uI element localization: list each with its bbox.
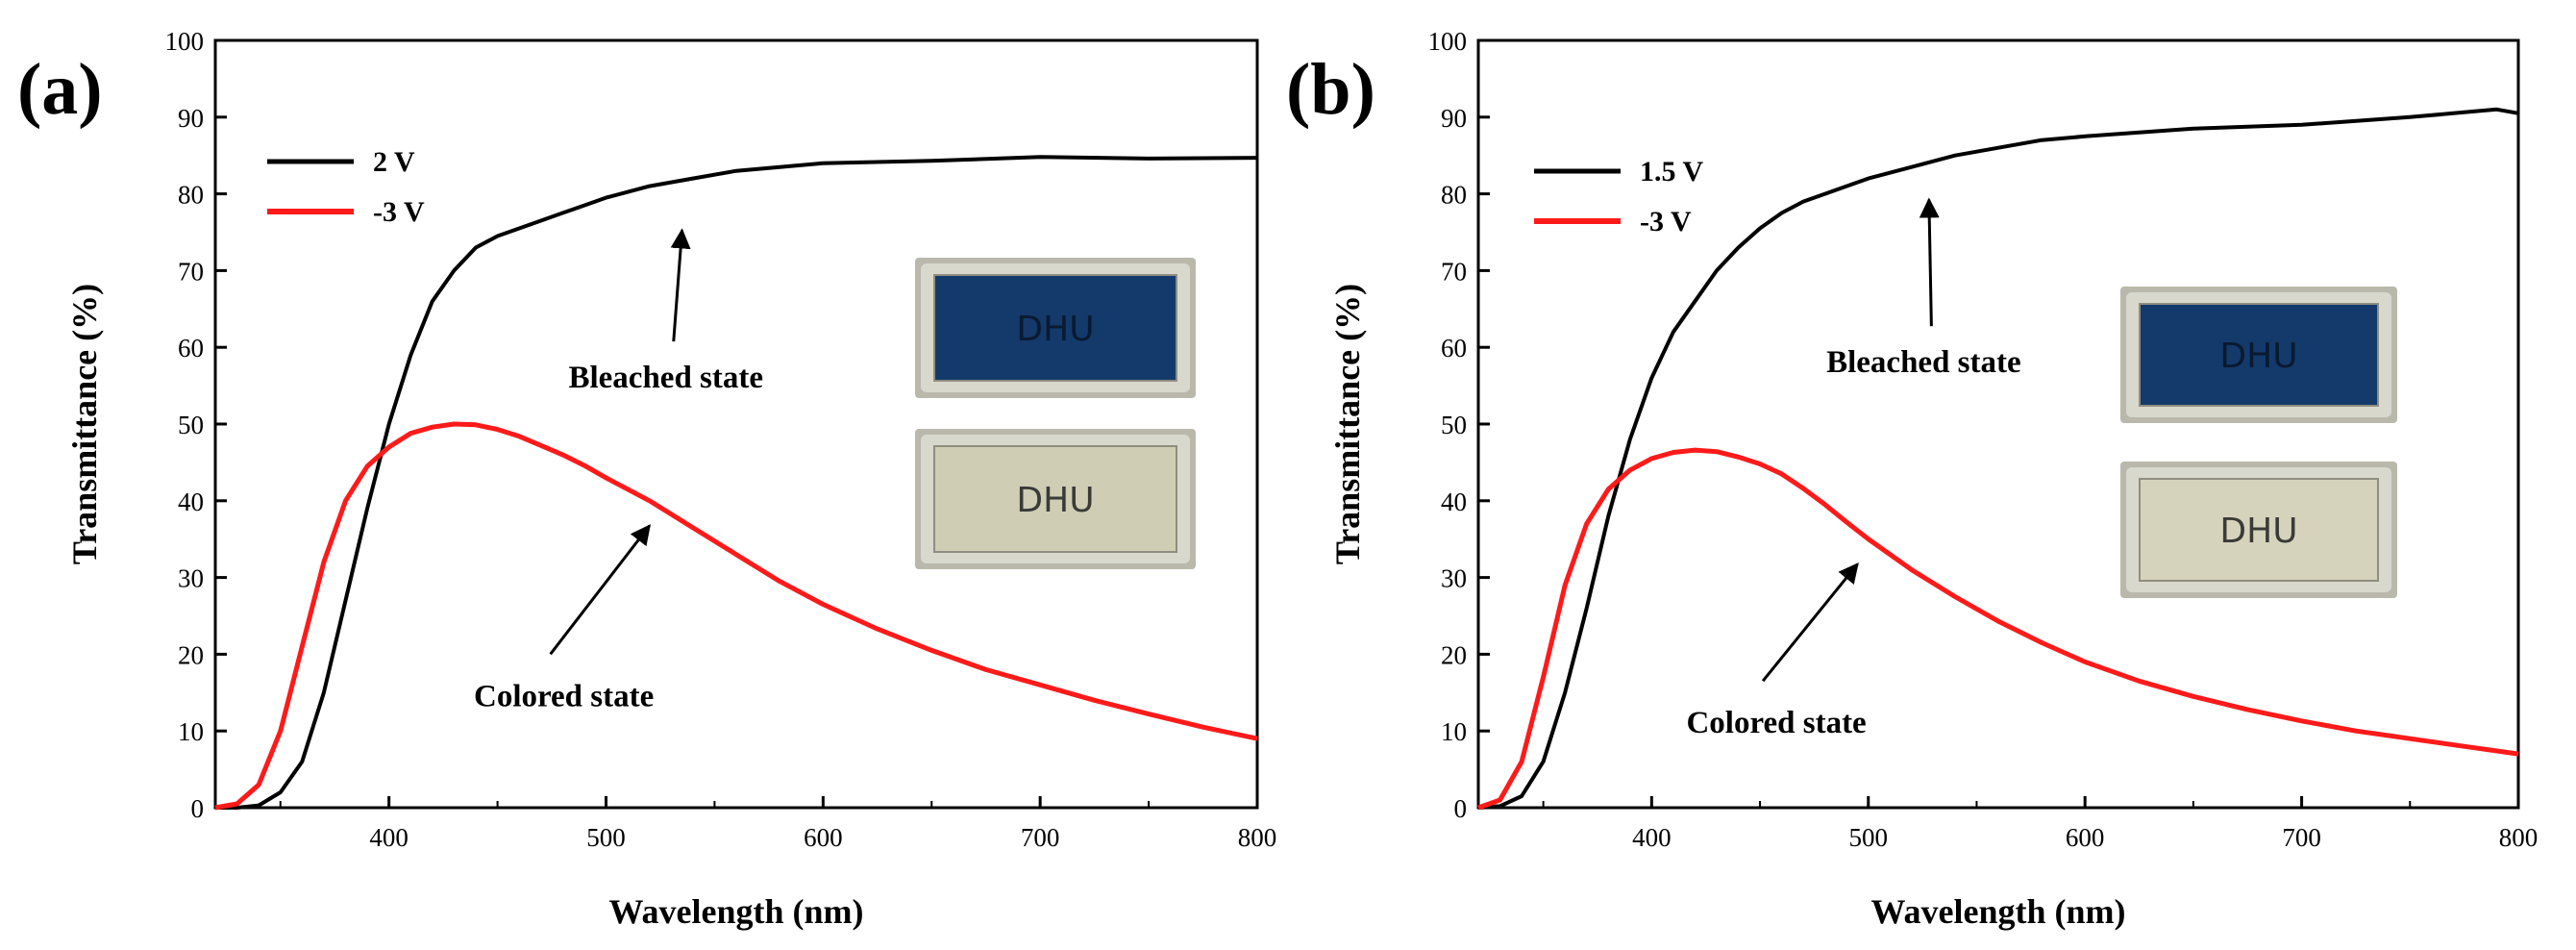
inset-film <box>2139 303 2379 407</box>
legend-label: 1.5 V <box>1640 156 1703 188</box>
y-tick-label: 90 <box>178 104 204 133</box>
y-tick-label: 70 <box>1441 257 1467 286</box>
annotation-arrow <box>1919 197 1940 327</box>
series-line-1.5V <box>1477 107 2519 810</box>
annotation-label: Bleached state <box>568 361 763 395</box>
y-tick-label: 80 <box>178 181 204 210</box>
annotation-label: Bleached state <box>1826 345 2021 380</box>
legend-label: -3 V <box>1640 206 1692 238</box>
y-tick-label: 30 <box>1441 564 1467 593</box>
annotation-arrow <box>670 228 691 342</box>
inset-film <box>2139 478 2379 582</box>
inset-text: DHU <box>2219 512 2297 551</box>
panel-b: 0 10 20 30 40 50 60 70 80 90 100 400 500 600 700 800 Wav… <box>1286 27 2538 931</box>
x-axis-label: Wavelength (nm) <box>1871 892 2126 931</box>
x-tick-label: 800 <box>1238 823 1277 852</box>
y-tick-label: 100 <box>1428 27 1468 56</box>
inset-photo-colored: DHU <box>2120 287 2397 423</box>
panel-label: (a) <box>17 49 103 130</box>
panel-label: (b) <box>1286 49 1375 130</box>
x-tick-label: 600 <box>804 823 843 852</box>
y-axis-label: Transmittance (%) <box>1328 284 1367 564</box>
y-tick-label: 40 <box>178 488 204 516</box>
inset-photo-bleached: DHU <box>915 429 1196 569</box>
inset-photo-bleached: DHU <box>2120 462 2397 598</box>
x-tick-label: 700 <box>2282 823 2321 852</box>
x-axis-label: Wavelength (nm) <box>609 892 864 931</box>
y-tick-label: 90 <box>1441 104 1467 133</box>
series-line-neg3V <box>214 421 1258 811</box>
y-tick-label: 20 <box>1441 640 1467 669</box>
y-tick-label: 40 <box>1441 488 1467 516</box>
inset-photo-colored: DHU <box>915 258 1196 398</box>
y-tick-label: 50 <box>1441 411 1467 439</box>
annotation-arrow <box>1761 562 1859 683</box>
x-tick-label: 500 <box>586 823 626 852</box>
legend-label: -3 V <box>373 196 425 228</box>
legend-label: 2 V <box>373 146 415 178</box>
y-tick-label: 80 <box>1441 181 1467 210</box>
x-tick-label: 700 <box>1021 823 1060 852</box>
inset-text: DHU <box>2219 337 2297 376</box>
y-tick-label: 100 <box>165 27 205 56</box>
y-tick-label: 10 <box>178 717 204 746</box>
x-tick-label: 400 <box>1632 823 1672 852</box>
y-tick-label: 60 <box>1441 334 1467 362</box>
y-tick-label: 70 <box>178 257 204 286</box>
y-tick-label: 50 <box>178 411 204 439</box>
x-tick-label: 400 <box>369 823 409 852</box>
series-line-2V <box>215 155 1258 810</box>
annotation-label: Colored state <box>474 679 654 713</box>
inset-text: DHU <box>1016 481 1094 520</box>
x-tick-label: 800 <box>2499 823 2539 852</box>
x-tick-label: 500 <box>1849 823 1889 852</box>
inset-text: DHU <box>1016 310 1094 349</box>
y-tick-label: 20 <box>178 640 204 669</box>
inset-film <box>933 445 1177 553</box>
y-tick-label: 0 <box>191 794 205 823</box>
x-tick-label: 600 <box>2066 823 2105 852</box>
annotation-label: Colored state <box>1686 706 1866 740</box>
inset-film <box>933 274 1177 382</box>
y-tick-label: 60 <box>178 334 204 362</box>
y-axis-label: Transmittance (%) <box>65 284 104 564</box>
plot-frame <box>213 38 1259 810</box>
y-tick-label: 0 <box>1454 794 1468 823</box>
y-tick-label: 10 <box>1441 717 1467 746</box>
series-line-neg3V <box>1477 447 2519 811</box>
panel-a: 0 10 20 30 40 50 60 70 80 90 100 400 500 600 700 800 Wav… <box>17 27 1276 931</box>
y-tick-label: 30 <box>178 564 204 593</box>
annotation-arrow <box>549 524 651 656</box>
